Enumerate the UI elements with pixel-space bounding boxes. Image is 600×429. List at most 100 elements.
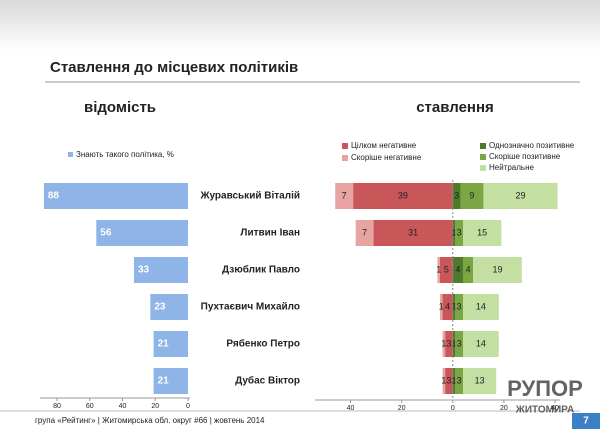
legend-swatch [480,143,486,149]
data-label: 1 [452,301,457,311]
legend-label: Нейтральне [489,163,535,172]
data-label: 14 [476,338,486,348]
bar [133,257,188,283]
watermark: РУПОР [507,376,583,401]
data-label: 29 [515,190,525,200]
bar-segment [463,368,497,394]
bar-segment [440,294,443,320]
data-label: 1 [452,338,457,348]
x-tick-label: 0 [451,405,455,412]
bar [96,220,188,246]
footer: група «Рейтинг» | Житомирська обл. округ… [35,416,265,425]
bar-segment [463,220,502,246]
data-label: 31 [408,227,418,237]
data-label: 4 [445,301,450,311]
legend-label: Однозначно позитивне [489,141,575,150]
data-label: 19 [492,264,502,274]
legend-swatch [68,152,73,157]
bar [153,368,188,394]
bar-segment [463,294,499,320]
bar-segment [452,220,456,246]
bar-segment [452,331,456,357]
legend-label: Знають такого політика, % [76,150,174,159]
data-label: 1 [436,264,441,274]
data-label: 4 [466,264,471,274]
data-label: 88 [48,191,60,202]
x-tick-label: 60 [86,403,94,410]
data-label: 1 [441,375,446,385]
bar-segment [442,368,446,394]
bar-segment [460,183,484,209]
data-label: 1 [441,338,446,348]
x-tick-label: 40 [551,405,559,412]
bar-segment [473,257,522,283]
data-label: 3 [446,338,451,348]
bar-segment [353,183,453,209]
bar-segment [455,294,463,320]
bar-segment [452,368,456,394]
bar-segment [355,220,374,246]
x-tick-label: 80 [53,403,61,410]
bar-segment [373,220,453,246]
subtitle: відомість [84,99,156,116]
data-label: 3 [457,375,462,385]
data-label: 21 [158,376,170,387]
data-label: 15 [477,227,487,237]
legend-swatch [342,155,348,161]
legend-swatch [342,143,348,149]
bar-segment [452,294,456,320]
watermark: ЖИТОМИРА [515,405,574,416]
x-tick-label: 20 [500,405,508,412]
bar-segment [440,257,453,283]
slide-title: Ставлення до місцевих політиків [50,59,298,76]
data-label: 1 [452,375,457,385]
x-tick-label: 20 [151,403,159,410]
bar-segment [455,368,463,394]
bar-segment [335,183,354,209]
page-number: 7 [583,416,589,427]
bar-segment [442,294,453,320]
bar [153,331,188,357]
data-label: 4 [455,264,460,274]
category-label: Рябенко Петро [226,338,300,350]
data-label: 3 [454,190,459,200]
bar-segment [455,220,463,246]
data-label: 9 [469,190,474,200]
category-label: Литвин Іван [240,228,300,239]
category-label: Журавський Віталій [199,191,300,202]
bar [43,183,189,209]
x-tick-label: 0 [186,403,190,410]
data-label: 13 [475,375,485,385]
legend-label: Цілком негативне [351,141,417,150]
data-label: 3 [457,227,462,237]
category-label: Дубас Віктор [235,375,300,387]
bar-segment [455,331,463,357]
category-label: Пухтаєвич Михайло [201,302,300,313]
data-label: 3 [457,338,462,348]
bar-segment [445,331,453,357]
bar-segment [463,331,499,357]
bar-segment [445,368,453,394]
data-label: 21 [158,339,170,350]
bar-segment [452,257,463,283]
x-tick-label: 20 [398,405,406,412]
subtitle: ставлення [416,99,494,116]
legend-swatch [480,165,486,171]
data-label: 56 [100,228,112,239]
bar-segment [437,257,440,283]
page-badge [572,413,600,429]
data-label: 7 [362,227,367,237]
bar-segment [442,331,446,357]
x-tick-label: 40 [119,403,127,410]
bar-segment [483,183,558,209]
data-label: 3 [457,301,462,311]
data-label: 3 [446,375,451,385]
legend-label: Скоріше негативне [351,153,422,162]
data-label: 14 [476,301,486,311]
data-label: 39 [398,190,408,200]
data-label: 1 [439,301,444,311]
data-label: 33 [138,265,150,276]
bar-segment [452,183,461,209]
